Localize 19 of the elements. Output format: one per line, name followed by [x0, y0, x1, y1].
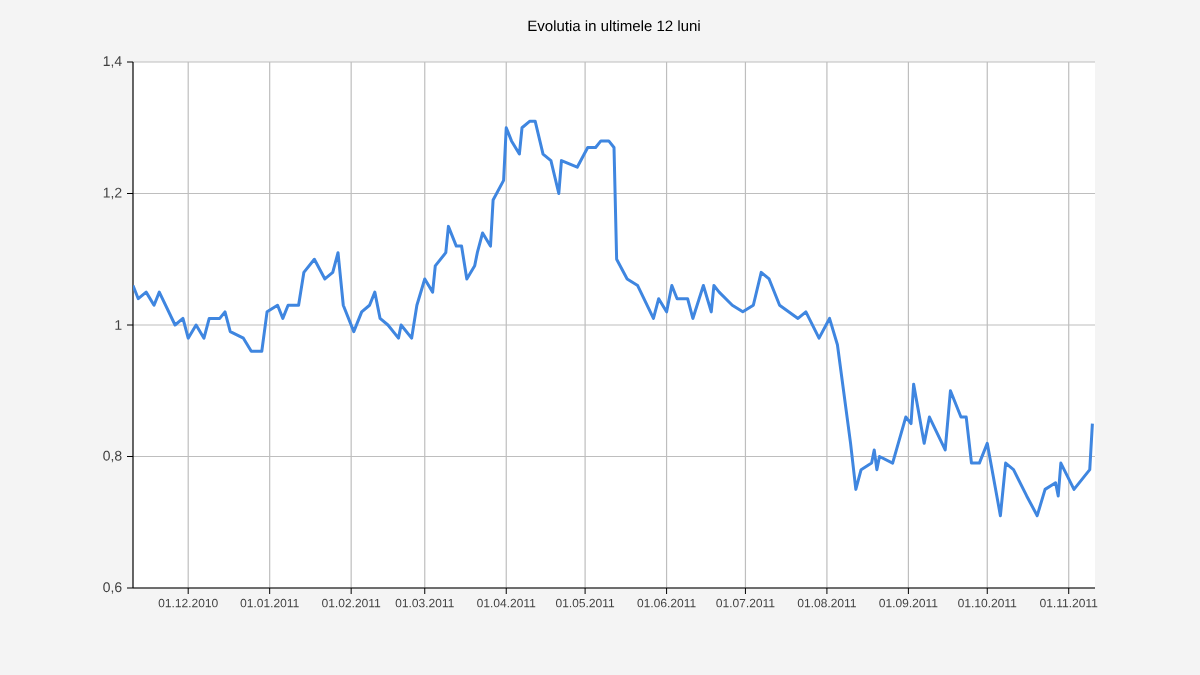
x-tick-label: 01.11.2011 [1040, 598, 1098, 608]
x-tick-label: 01.09.2011 [879, 598, 938, 608]
x-tick-label: 01.03.2011 [395, 598, 454, 608]
y-tick-label: 1,2 [103, 187, 122, 200]
x-tick-label: 01.01.2011 [240, 598, 299, 608]
line-series [133, 119, 1094, 518]
x-tick-label: 01.02.2011 [322, 598, 381, 608]
x-tick-label: 01.04.2011 [477, 598, 536, 608]
x-tick-label: 01.06.2011 [637, 598, 696, 608]
x-tick-label: 01.12.2010 [158, 598, 218, 608]
y-tick-label: 0,6 [103, 582, 122, 594]
x-tick-label: 01.07.2011 [716, 598, 775, 608]
y-tick-label: 1,4 [103, 56, 122, 68]
y-tick-label: 1 [115, 320, 122, 330]
y-tick-label: 0,8 [103, 450, 122, 463]
x-tick-label: 01.05.2011 [555, 598, 615, 608]
chart-title: Evolutia in ultimele 12 luni [528, 20, 700, 32]
x-tick-label: 01.10.2011 [958, 598, 1017, 608]
x-tick-label: 01.08.2011 [797, 598, 856, 608]
